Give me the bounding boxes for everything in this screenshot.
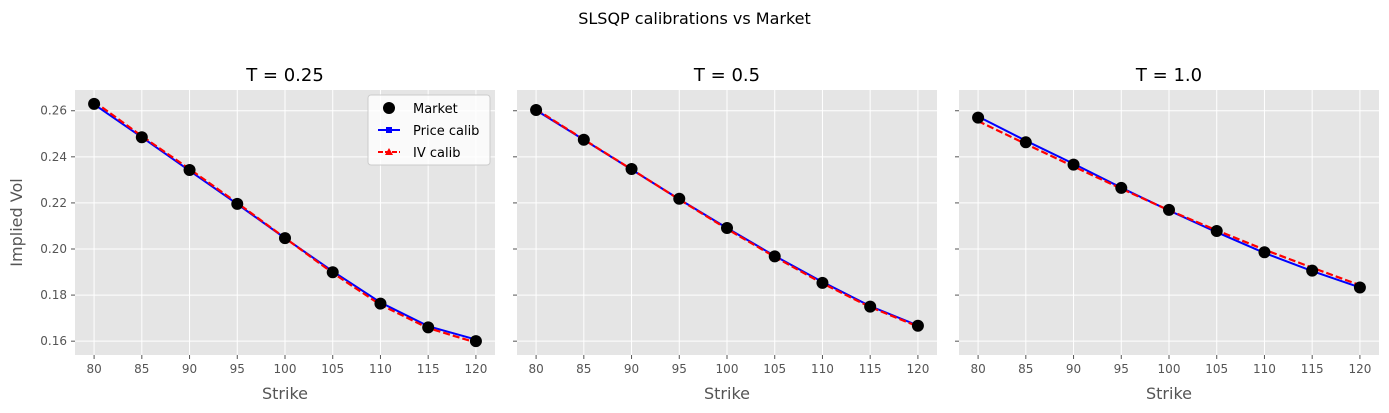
chart-panels: 80 85 90 95 100 105 110 115 120 0.16 0.18 0.20 0.22 0…: [7, 65, 1379, 403]
x-tick-label: 80: [970, 362, 985, 376]
x-axis-label: Strike: [1146, 384, 1192, 403]
x-tick-label: 115: [1301, 362, 1324, 376]
legend-label: Price calib: [413, 124, 479, 139]
x-tick-label: 90: [182, 362, 197, 376]
legend-marker-market: [383, 102, 395, 114]
legend-box: [367, 94, 491, 166]
x-tick-label: 100: [716, 362, 739, 376]
x-tick-label: 80: [86, 362, 101, 376]
market-point: [1306, 264, 1319, 277]
x-tick-label: 110: [369, 362, 392, 376]
market-point: [1067, 158, 1080, 171]
panel-title: T = 0.25: [245, 65, 324, 86]
market-point: [816, 276, 829, 289]
x-axis-label: Strike: [262, 384, 308, 403]
x-tick-label: 105: [763, 362, 786, 376]
market-point: [911, 319, 924, 332]
market-point: [768, 250, 781, 263]
y-tick-label: 0.20: [40, 242, 67, 256]
market-point: [577, 133, 590, 146]
legend: Market Price calib IV calib: [367, 94, 491, 166]
market-point: [469, 335, 482, 348]
y-tick-label: 0.22: [40, 196, 67, 210]
chart-panel-2: 80 85 90 95 100 105 110 115 120 T = 0.5 Strike: [513, 65, 937, 403]
figure-title: SLSQP calibrations vs Market: [578, 9, 811, 28]
x-tick-label: 85: [576, 362, 591, 376]
x-tick-label: 120: [464, 362, 487, 376]
x-tick-label: 80: [528, 362, 543, 376]
legend-label: Market: [413, 102, 458, 117]
market-point: [1353, 281, 1366, 294]
legend-marker-iv-calib: [385, 148, 393, 155]
x-tick-label: 85: [134, 362, 149, 376]
x-tick-label: 115: [859, 362, 882, 376]
y-tick-label: 0.26: [40, 104, 67, 118]
market-point: [135, 131, 148, 144]
market-point: [972, 111, 985, 124]
market-point: [183, 163, 196, 176]
market-point: [279, 232, 291, 245]
x-tick-label: 100: [274, 362, 297, 376]
market-point: [673, 192, 686, 205]
y-tick-label: 0.18: [40, 288, 67, 302]
y-axis-label: Implied Vol: [7, 178, 26, 266]
x-axis-label: Strike: [704, 384, 750, 403]
market-point: [625, 163, 638, 176]
x-tick-label: 110: [1253, 362, 1276, 376]
market-point: [1258, 246, 1271, 259]
panel-title: T = 0.5: [693, 65, 760, 86]
x-tick-label: 110: [811, 362, 834, 376]
x-tick-label: 85: [1018, 362, 1033, 376]
x-tick-label: 95: [230, 362, 245, 376]
legend-marker-price-calib: [386, 127, 392, 133]
market-point: [374, 297, 387, 310]
market-point: [1115, 181, 1128, 194]
market-point: [422, 321, 435, 334]
y-tick-label: 0.24: [40, 150, 67, 164]
x-tick-label: 105: [1205, 362, 1228, 376]
market-point: [1163, 203, 1175, 216]
x-tick-label: 95: [1114, 362, 1129, 376]
legend-label: IV calib: [413, 146, 460, 161]
chart-panel-1: 80 85 90 95 100 105 110 115 120 0.16 0.18 0.20 0.22 0…: [7, 65, 495, 403]
market-point: [231, 197, 244, 210]
x-tick-label: 95: [672, 362, 687, 376]
y-tick-label: 0.16: [40, 334, 67, 348]
x-tick-label: 100: [1158, 362, 1181, 376]
market-point: [530, 104, 543, 117]
x-tick-label: 115: [417, 362, 440, 376]
x-tick-label: 105: [321, 362, 344, 376]
market-point: [864, 300, 877, 313]
market-point: [1019, 136, 1032, 149]
market-point: [88, 97, 101, 110]
market-point: [1210, 225, 1223, 238]
panel-title: T = 1.0: [1135, 65, 1202, 86]
x-tick-label: 90: [624, 362, 639, 376]
market-point: [721, 222, 733, 235]
x-tick-label: 120: [1348, 362, 1371, 376]
x-tick-label: 120: [906, 362, 929, 376]
chart-panel-3: 80 85 90 95 100 105 110 115 120 T = 1.0 Strike: [955, 65, 1379, 403]
x-tick-label: 90: [1066, 362, 1081, 376]
market-point: [326, 266, 339, 279]
